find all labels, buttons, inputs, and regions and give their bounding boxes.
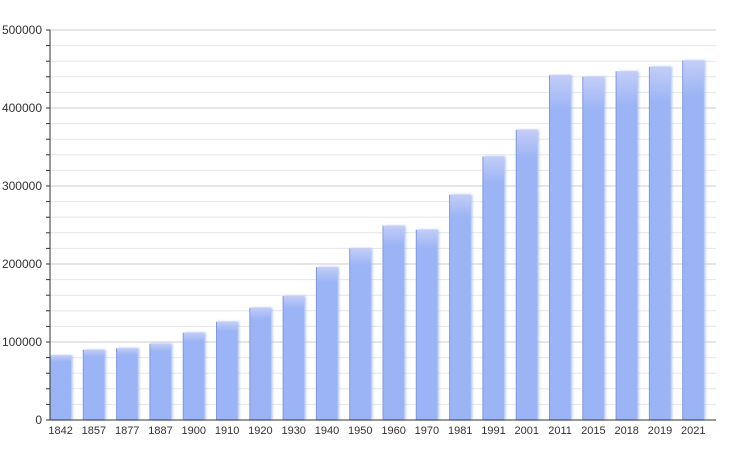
svg-text:1887: 1887	[148, 425, 172, 437]
svg-text:2011: 2011	[548, 425, 572, 437]
svg-text:1900: 1900	[182, 425, 206, 437]
svg-text:400000: 400000	[2, 101, 42, 115]
svg-text:1950: 1950	[348, 425, 372, 437]
svg-text:1960: 1960	[381, 425, 405, 437]
svg-text:1920: 1920	[248, 425, 272, 437]
svg-text:1910: 1910	[215, 425, 239, 437]
svg-text:500000: 500000	[2, 23, 42, 37]
svg-text:1857: 1857	[82, 425, 106, 437]
svg-text:2018: 2018	[614, 425, 638, 437]
svg-text:2001: 2001	[515, 425, 539, 437]
svg-text:0: 0	[35, 413, 42, 427]
svg-text:2015: 2015	[581, 425, 605, 437]
svg-text:1877: 1877	[115, 425, 139, 437]
svg-text:1981: 1981	[448, 425, 472, 437]
svg-text:100000: 100000	[2, 335, 42, 349]
svg-text:1940: 1940	[315, 425, 339, 437]
svg-text:1930: 1930	[281, 425, 305, 437]
svg-text:1991: 1991	[481, 425, 505, 437]
svg-text:200000: 200000	[2, 257, 42, 271]
svg-text:300000: 300000	[2, 179, 42, 193]
svg-text:1842: 1842	[48, 425, 72, 437]
svg-text:2021: 2021	[681, 425, 705, 437]
svg-text:2019: 2019	[648, 425, 672, 437]
svg-text:1970: 1970	[415, 425, 439, 437]
